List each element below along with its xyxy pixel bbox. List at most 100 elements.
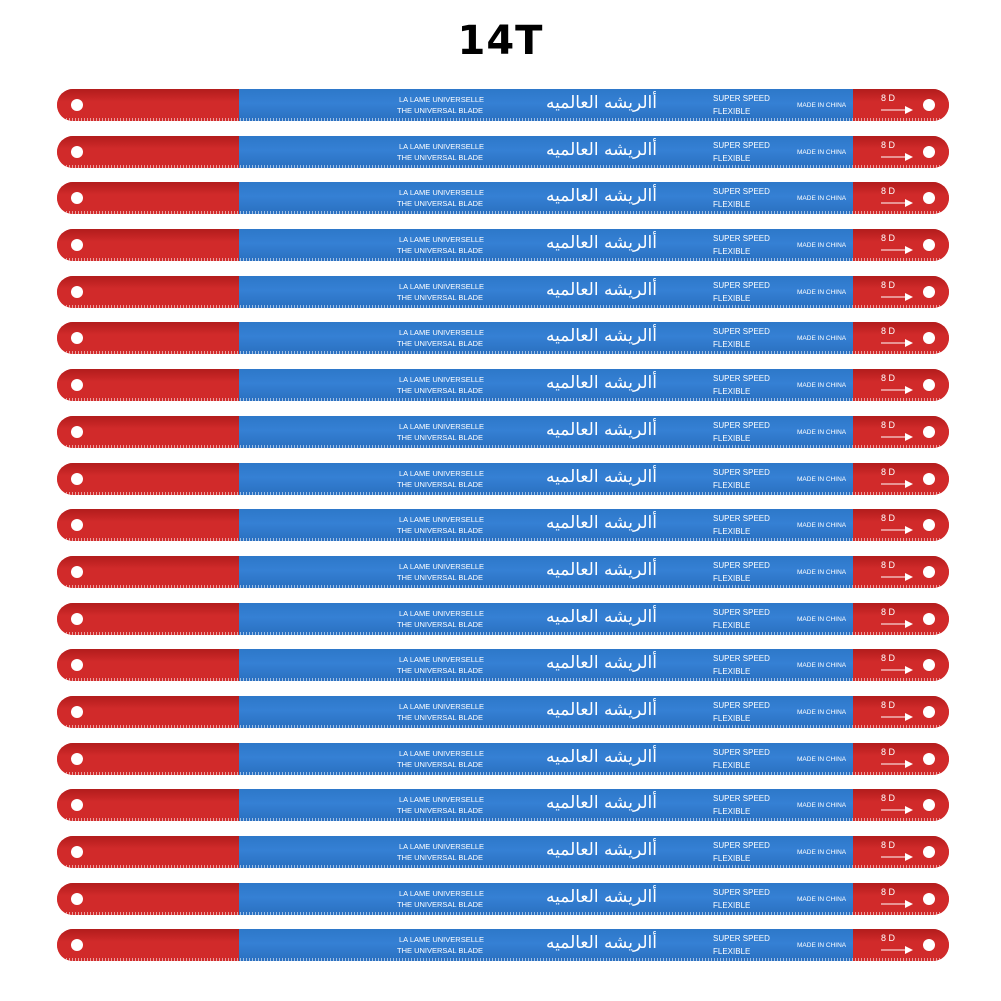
speed-label: SUPER SPEED	[713, 187, 770, 197]
brand-line-2: THE UNIVERSAL BLADE	[397, 759, 483, 769]
arrow-right-icon	[881, 339, 913, 348]
mounting-hole-right	[923, 705, 935, 718]
arabic-brand: أالريشه العالميه	[546, 793, 657, 814]
origin-label: MADE IN CHINA	[797, 615, 847, 623]
origin-label: MADE IN CHINA	[797, 802, 847, 810]
mounting-hole-left	[71, 799, 83, 812]
blade-code: 8 D	[881, 373, 896, 384]
brand-line-1: LA LAME UNIVERSELLE	[399, 468, 485, 478]
blade-code: 8 D	[881, 699, 896, 710]
blade-code: 8 D	[881, 419, 896, 430]
flexible-label: FLEXIBLE	[713, 667, 751, 677]
arrow-right-icon	[881, 292, 913, 301]
blade-blue-body	[239, 929, 853, 962]
blade-red-end-left	[57, 322, 239, 355]
blade-blue-body	[239, 602, 853, 635]
brand-line-1: LA LAME UNIVERSELLE	[399, 281, 485, 291]
blade-code: 8 D	[881, 139, 896, 150]
arrow-right-icon	[881, 479, 913, 488]
page-title: 14T	[457, 18, 544, 64]
mounting-hole-right	[923, 332, 935, 345]
speed-label: SUPER SPEED	[713, 467, 770, 477]
flexible-label: FLEXIBLE	[713, 387, 751, 397]
origin-label: MADE IN CHINA	[797, 708, 847, 716]
brand-line-2: THE UNIVERSAL BLADE	[397, 899, 483, 909]
mounting-hole-right	[923, 846, 935, 858]
blade-code: 8 D	[881, 746, 896, 757]
arrow-right-icon	[881, 899, 913, 908]
blade-code: 8 D	[881, 326, 896, 337]
mounting-hole-left	[71, 332, 83, 345]
blade-blue-body	[239, 555, 853, 588]
origin-label: MADE IN CHINA	[797, 195, 847, 203]
mounting-hole-right	[923, 192, 935, 205]
blade-code: 8 D	[881, 93, 896, 103]
flexible-label: FLEXIBLE	[713, 107, 751, 116]
mounting-hole-left	[71, 659, 83, 672]
brand-line-1: LA LAME UNIVERSELLE	[399, 935, 485, 945]
flexible-label: FLEXIBLE	[713, 247, 751, 257]
brand-line-1: LA LAME UNIVERSELLE	[399, 328, 485, 338]
mounting-hole-left	[71, 239, 83, 252]
blade-code: 8 D	[881, 279, 896, 290]
brand-line-1: LA LAME UNIVERSELLE	[399, 655, 485, 665]
origin-label: MADE IN CHINA	[797, 288, 847, 296]
blade-blue-body	[239, 695, 853, 728]
mounting-hole-right	[923, 939, 935, 952]
brand-line-1: LA LAME UNIVERSELLE	[399, 701, 485, 711]
blade-blue-body	[239, 135, 853, 168]
hacksaw-blade: LA LAME UNIVERSELLE THE UNIVERSAL BLADE …	[57, 229, 949, 262]
arrow-right-icon	[881, 246, 913, 255]
flexible-label: FLEXIBLE	[713, 947, 751, 957]
arrow-right-icon	[881, 432, 913, 441]
mounting-hole-left	[71, 565, 83, 578]
hacksaw-blade: LA LAME UNIVERSELLE THE UNIVERSAL BLADE …	[57, 322, 949, 355]
blade-blue-body	[239, 789, 853, 822]
blade-blue-body	[239, 229, 853, 262]
arrow-right-icon	[881, 759, 913, 768]
mounting-hole-right	[923, 145, 935, 158]
hacksaw-blade: LA LAME UNIVERSELLE THE UNIVERSAL BLADE …	[57, 789, 949, 822]
blade-blue-body	[239, 369, 853, 402]
blade-blue-body	[239, 322, 853, 355]
flexible-label: FLEXIBLE	[713, 573, 751, 583]
mounting-hole-left	[71, 519, 83, 532]
blade-red-end-left	[57, 789, 239, 822]
mounting-hole-right	[923, 659, 935, 672]
arrow-right-icon	[881, 199, 913, 208]
mounting-hole-right	[923, 612, 935, 625]
blade-code: 8 D	[881, 653, 896, 664]
mounting-hole-right	[923, 519, 935, 532]
blade-red-end-left	[57, 369, 239, 402]
flexible-label: FLEXIBLE	[713, 293, 751, 303]
brand-line-2: THE UNIVERSAL BLADE	[397, 712, 483, 722]
brand-line-1: LA LAME UNIVERSELLE	[399, 748, 485, 758]
blade-red-end-left	[57, 182, 239, 215]
blade-red-end-left	[57, 89, 239, 121]
arrow-right-icon	[881, 712, 913, 721]
arrow-right-icon	[881, 666, 913, 675]
mounting-hole-right	[923, 425, 935, 438]
flexible-label: FLEXIBLE	[713, 900, 751, 910]
brand-line-1: LA LAME UNIVERSELLE	[399, 515, 485, 525]
mounting-hole-left	[71, 752, 83, 765]
mounting-hole-right	[923, 752, 935, 765]
hacksaw-blade: LA LAME UNIVERSELLE THE UNIVERSAL BLADE …	[57, 462, 949, 495]
flexible-label: FLEXIBLE	[713, 153, 751, 163]
hacksaw-blade: LA LAME UNIVERSELLE THE UNIVERSAL BLADE …	[57, 882, 949, 915]
arabic-brand: أالريشه العالميه	[546, 279, 657, 300]
arabic-brand: أالريشه العالميه	[546, 373, 657, 394]
mounting-hole-left	[71, 705, 83, 718]
hacksaw-blade: LA LAME UNIVERSELLE THE UNIVERSAL BLADE …	[57, 602, 949, 635]
mounting-hole-left	[71, 285, 83, 298]
arabic-brand: أالريشه العالميه	[546, 233, 657, 254]
mounting-hole-left	[71, 846, 83, 858]
brand-line-2: THE UNIVERSAL BLADE	[397, 946, 483, 956]
flexible-label: FLEXIBLE	[713, 760, 751, 770]
blade-red-end-left	[57, 649, 239, 682]
arabic-brand: أالريشه العالميه	[546, 699, 657, 720]
blade-blue-body	[239, 836, 853, 868]
flexible-label: FLEXIBLE	[713, 620, 751, 630]
blade-blue-body	[239, 649, 853, 682]
blade-code: 8 D	[881, 186, 896, 197]
